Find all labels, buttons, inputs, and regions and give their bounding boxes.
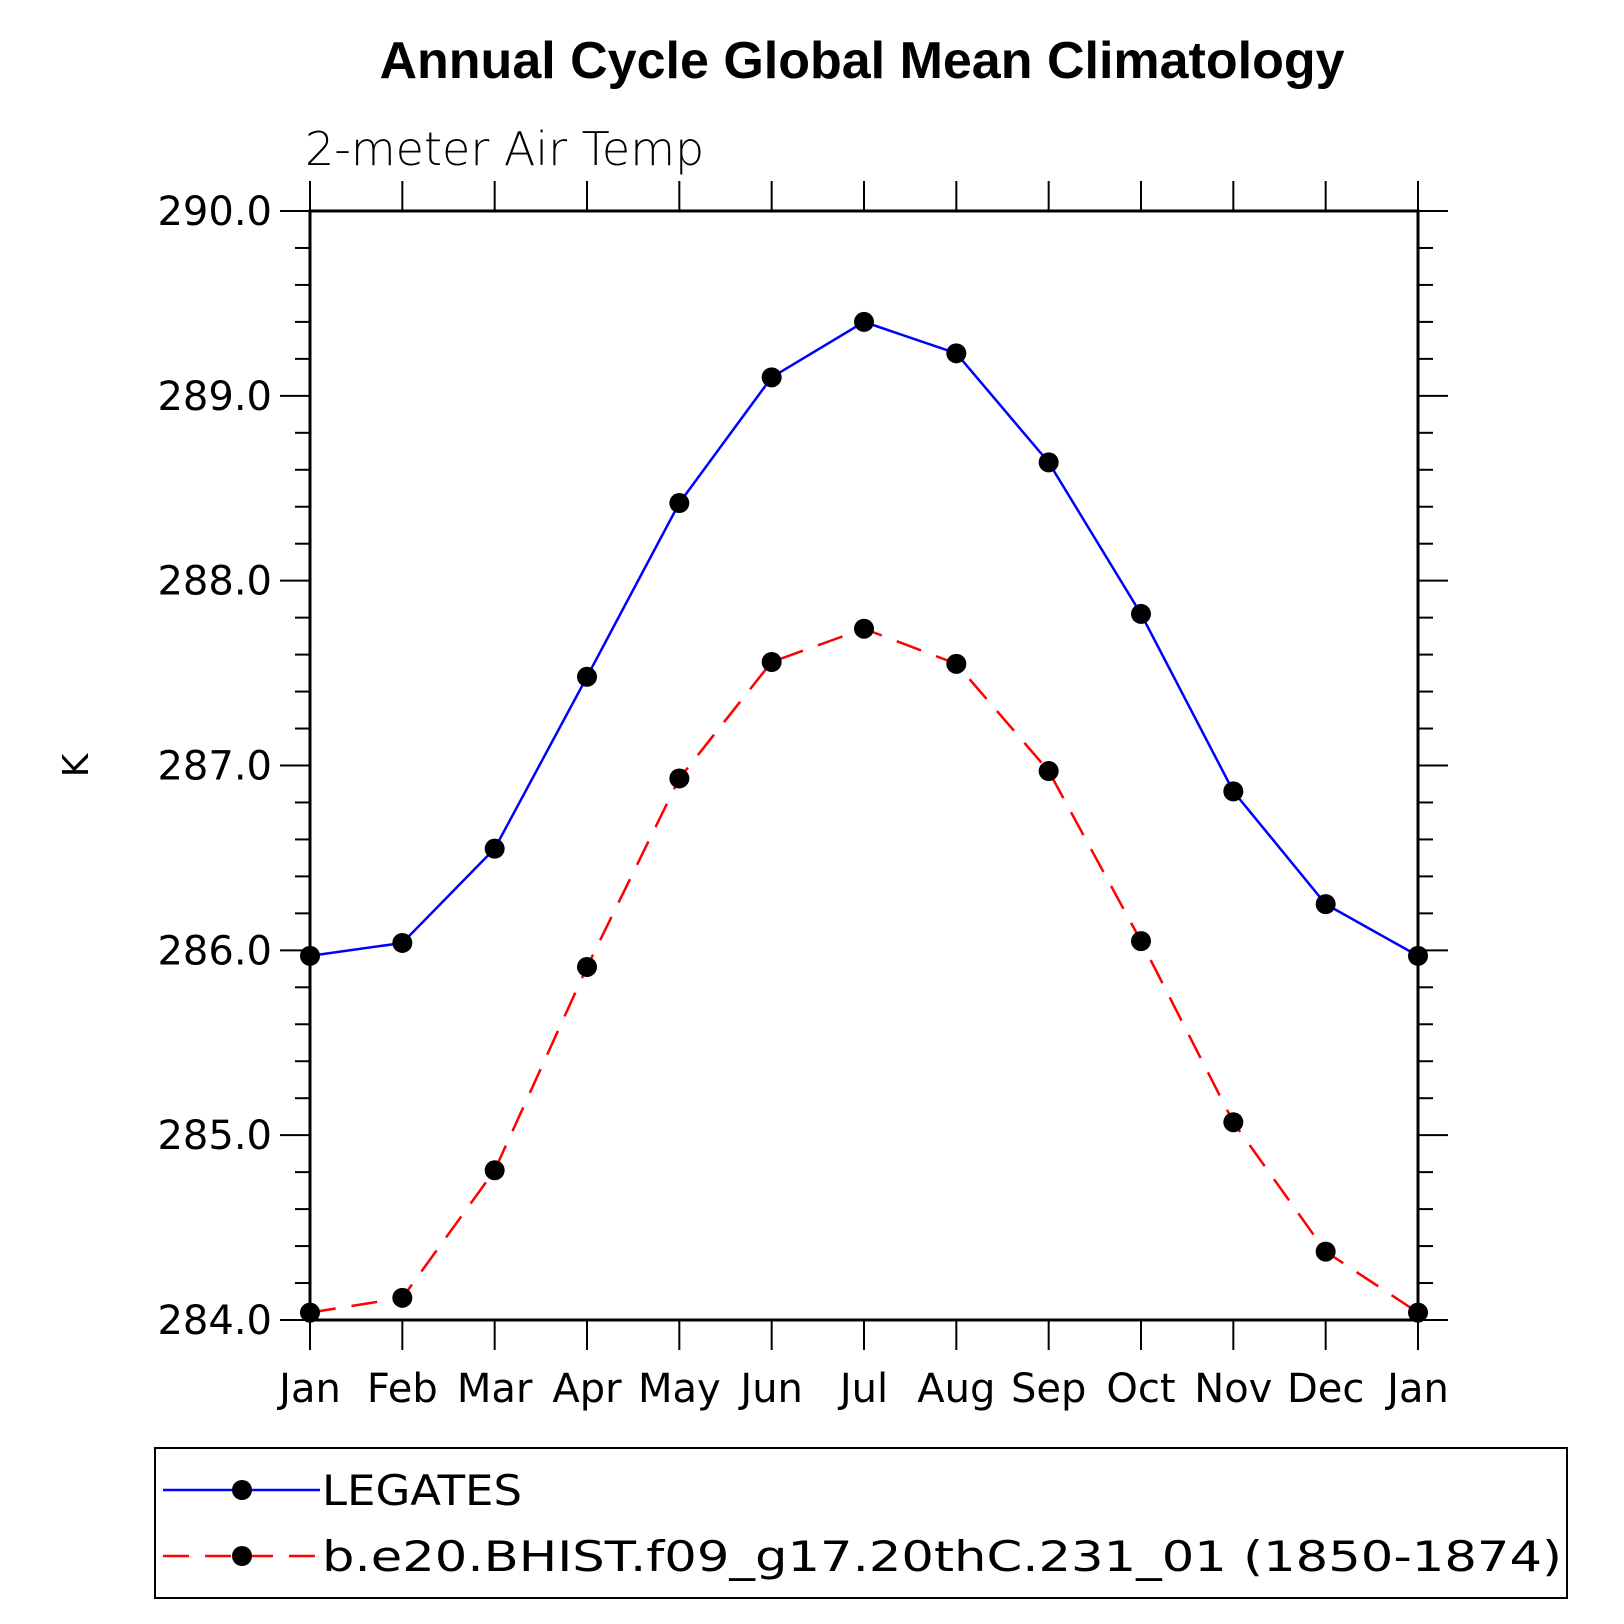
legend: LEGATES b.e20.BHIST.f09_g17.20thC.231_01 … xyxy=(154,1447,1568,1599)
chart-title: Annual Cycle Global Mean Climatology xyxy=(379,32,1344,90)
data-point xyxy=(669,768,690,789)
y-tick-label: 284.0 xyxy=(157,1298,272,1344)
data-point xyxy=(484,1160,505,1181)
x-tick-label: Dec xyxy=(1287,1366,1364,1412)
data-point xyxy=(1223,1112,1244,1133)
y-tick-label: 288.0 xyxy=(157,559,272,605)
data-point xyxy=(761,651,782,672)
legend-label: b.e20.BHIST.f09_g17.20thC.231_01 (1850-1… xyxy=(322,1532,1562,1581)
data-point xyxy=(577,666,597,687)
data-point xyxy=(577,956,597,977)
y-tick-label: 289.0 xyxy=(157,374,272,420)
legend-box xyxy=(154,1447,1568,1599)
plot-series xyxy=(300,311,1428,1323)
data-point xyxy=(1223,781,1244,802)
series-line xyxy=(309,627,1419,1314)
data-point xyxy=(1315,894,1336,915)
x-tick-label: Nov xyxy=(1194,1366,1272,1412)
data-point xyxy=(484,838,505,859)
x-tick-label: Jul xyxy=(837,1366,888,1412)
x-tick-label: Aug xyxy=(917,1366,995,1412)
data-point xyxy=(300,945,320,966)
x-tick-label: Jun xyxy=(737,1366,803,1412)
x-tick-label: Jan xyxy=(1384,1366,1449,1412)
data-point xyxy=(1408,945,1428,966)
data-point xyxy=(946,653,967,674)
x-tick-label: Mar xyxy=(457,1366,533,1412)
chart-subtitle: 2-meter Air Temp xyxy=(305,122,704,176)
x-tick-label: May xyxy=(638,1366,721,1412)
data-point xyxy=(1131,603,1151,624)
legend-marker xyxy=(232,1480,252,1500)
data-point xyxy=(1038,452,1059,473)
x-tick-label: Jan xyxy=(276,1366,341,1412)
y-axis-label: K xyxy=(56,752,97,777)
legend-marker xyxy=(232,1546,252,1566)
data-point xyxy=(946,343,967,364)
series-line xyxy=(309,320,1419,958)
data-point xyxy=(392,1287,413,1308)
data-point xyxy=(300,1302,320,1323)
data-point xyxy=(854,618,874,639)
data-point xyxy=(1315,1241,1336,1262)
data-point xyxy=(669,493,690,514)
y-tick-label: 286.0 xyxy=(157,928,272,974)
axes: 284.0 285.0 286.0 287.0 288.0 289.0 290.0 Jan Fe… xyxy=(56,181,1449,1412)
x-tick-label: Feb xyxy=(367,1366,438,1412)
x-tick-label: Oct xyxy=(1106,1366,1175,1412)
y-tick-label: 285.0 xyxy=(157,1113,272,1159)
x-tick-label: Apr xyxy=(552,1366,622,1412)
data-point xyxy=(761,367,782,388)
data-point xyxy=(392,932,413,953)
y-tick-label: 287.0 xyxy=(157,744,272,790)
legend-label: LEGATES xyxy=(322,1466,522,1515)
data-point xyxy=(1408,1302,1428,1323)
data-point xyxy=(854,311,874,332)
data-point xyxy=(1131,931,1151,952)
x-tick-label: Sep xyxy=(1011,1366,1086,1412)
data-point xyxy=(1038,761,1059,782)
y-tick-label: 290.0 xyxy=(157,189,272,235)
plot-frame xyxy=(308,209,1420,1322)
